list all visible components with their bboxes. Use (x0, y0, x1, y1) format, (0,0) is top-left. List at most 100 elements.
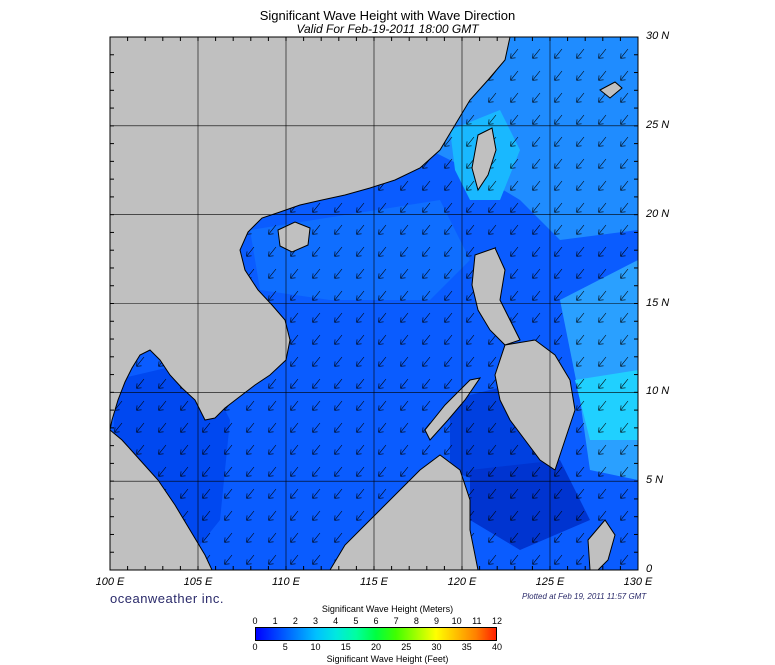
wave-direction-arrow (510, 224, 519, 235)
wave-direction-arrow (466, 290, 475, 301)
wave-direction-arrow (532, 312, 541, 323)
wave-direction-arrow (554, 48, 563, 59)
wave-direction-arrow (246, 466, 255, 477)
land-borneo (329, 454, 479, 570)
wave-direction-arrow (136, 356, 145, 367)
wave-direction-arrow (378, 444, 387, 455)
wave-direction-arrow (356, 268, 365, 279)
wave-direction-arrow (422, 334, 431, 345)
wave-direction-arrow (510, 136, 519, 147)
wave-direction-arrow (620, 532, 629, 543)
wave-direction-arrow (312, 312, 321, 323)
land-palawan (424, 377, 482, 441)
wave-direction-arrow (488, 224, 497, 235)
wave-direction-arrow (312, 290, 321, 301)
wave-direction-arrow (598, 444, 607, 455)
wave-direction-arrow (554, 114, 563, 125)
wave-direction-arrow (290, 290, 299, 301)
wave-direction-arrow (466, 444, 475, 455)
wave-direction-arrow (620, 378, 629, 389)
wave-direction-arrow (290, 378, 299, 389)
wave-direction-arrow (334, 400, 343, 411)
wave-direction-arrow (158, 400, 167, 411)
wave-direction-arrow (554, 268, 563, 279)
wave-direction-arrow (180, 400, 189, 411)
wave-direction-arrow (356, 400, 365, 411)
wave-direction-arrow (400, 400, 409, 411)
wave-direction-arrow (136, 378, 145, 389)
wave-direction-arrow (620, 444, 629, 455)
wave-direction-arrow (334, 466, 343, 477)
wave-direction-arrow (510, 290, 519, 301)
wave-direction-arrow (488, 334, 497, 345)
wave-direction-arrow (356, 422, 365, 433)
wave-direction-arrow (598, 268, 607, 279)
wave-direction-arrow (488, 554, 497, 565)
land-ryukyu (599, 81, 623, 99)
brand-label: oceanweather inc. (110, 591, 225, 606)
wave-direction-arrow (180, 488, 189, 499)
wave-direction-arrow (224, 422, 233, 433)
wave-direction-arrow (466, 136, 475, 147)
wave-direction-arrow (290, 510, 299, 521)
wave-direction-arrow (620, 290, 629, 301)
wave-direction-arrow (576, 422, 585, 433)
wave-direction-arrow (400, 466, 409, 477)
light-swath-center (250, 200, 470, 300)
wave-direction-arrow (290, 466, 299, 477)
wave-direction-arrow (598, 334, 607, 345)
wave-direction-arrow (246, 488, 255, 499)
wave-direction-arrow (444, 422, 453, 433)
wave-direction-arrow (576, 202, 585, 213)
wave-direction-arrow (620, 202, 629, 213)
wave-direction-arrow (444, 356, 453, 367)
wave-direction-arrow (576, 290, 585, 301)
wave-direction-arrow (554, 334, 563, 345)
wave-direction-arrow (422, 400, 431, 411)
wave-direction-arrow (444, 378, 453, 389)
wave-direction-arrow (576, 532, 585, 543)
wave-direction-arrow (532, 202, 541, 213)
wave-direction-arrow (400, 422, 409, 433)
lon-label: 125 E (535, 576, 565, 588)
wave-direction-arrow (488, 400, 497, 411)
wave-direction-arrow (576, 158, 585, 169)
wave-direction-arrow (268, 290, 277, 301)
legend-meters-tick: 4 (333, 616, 339, 626)
wave-direction-arrow (598, 510, 607, 521)
wave-direction-arrow (400, 356, 409, 367)
wave-direction-arrow (554, 246, 563, 257)
wave-direction-arrow (598, 400, 607, 411)
wave-direction-arrow (620, 70, 629, 81)
wave-direction-arrow (290, 312, 299, 323)
wave-direction-arrow (532, 224, 541, 235)
wave-direction-arrow (246, 246, 255, 257)
wave-direction-arrow (510, 488, 519, 499)
wave-direction-arrow (554, 224, 563, 235)
wave-direction-arrow (576, 92, 585, 103)
wave-direction-arrow (554, 158, 563, 169)
wave-direction-arrow (312, 378, 321, 389)
wave-direction-arrow (268, 554, 277, 565)
land-asia-mainland (110, 37, 511, 431)
wave-direction-arrow (444, 334, 453, 345)
wave-direction-arrow (422, 290, 431, 301)
wave-direction-arrow (576, 334, 585, 345)
wave-direction-arrow (224, 444, 233, 455)
wave-direction-arrow (466, 312, 475, 323)
wave-direction-arrow (576, 400, 585, 411)
wave-direction-arrow (598, 466, 607, 477)
legend-feet-tick: 30 (431, 642, 442, 652)
wave-direction-arrow (510, 180, 519, 191)
wave-direction-arrow (334, 444, 343, 455)
wave-direction-arrow (466, 224, 475, 235)
wave-direction-arrow (444, 246, 453, 257)
lat-label: 15 N (646, 296, 670, 309)
wave-direction-arrow (180, 444, 189, 455)
wave-direction-arrow (334, 268, 343, 279)
wave-direction-arrow (422, 378, 431, 389)
wave-direction-arrow (444, 202, 453, 213)
wave-direction-arrow (488, 92, 497, 103)
wave-direction-arrow (224, 510, 233, 521)
legend-meters-tick: 6 (373, 616, 379, 626)
